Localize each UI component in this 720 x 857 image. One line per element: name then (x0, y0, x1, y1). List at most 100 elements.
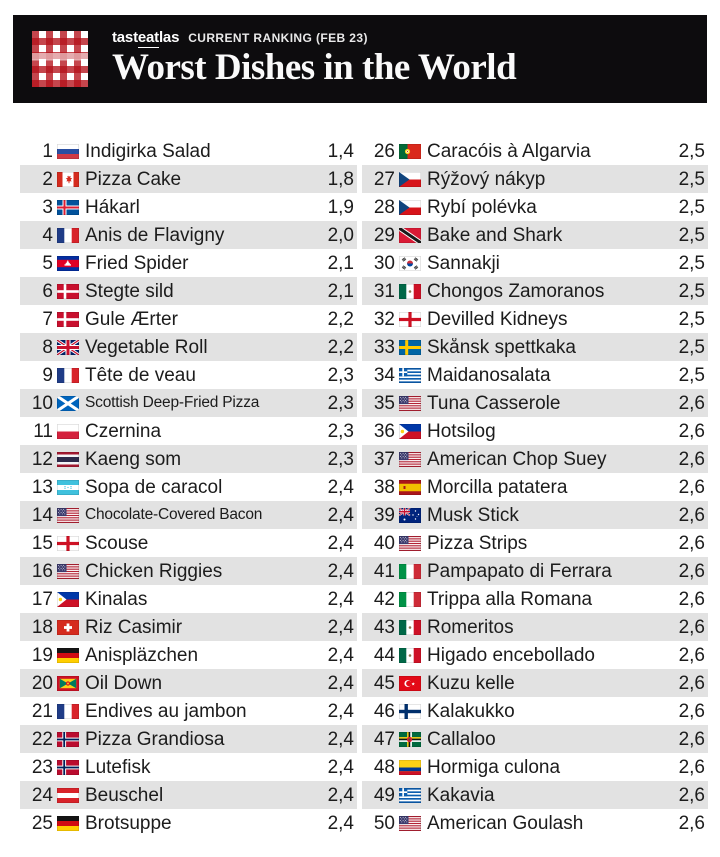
brand-pre: tast (112, 29, 138, 46)
rating-value: 2,4 (327, 672, 354, 694)
honduras-flag-icon (57, 479, 79, 495)
rank-number: 32 (373, 308, 395, 330)
rating-value: 2,5 (678, 168, 705, 190)
rating-value: 2,4 (327, 756, 354, 778)
rating-value: 2,6 (678, 644, 705, 666)
ranking-row: 6 Stegte sild 2,1 (20, 277, 357, 305)
greece-flag-icon (399, 367, 421, 383)
ranking-row: 46 Kalakukko 2,6 (362, 697, 708, 725)
ranking-row: 25 Brotsuppe 2,4 (20, 809, 357, 837)
ranking-row: 50 American Goulash 2,6 (362, 809, 708, 837)
czech-republic-flag-icon (399, 171, 421, 187)
ranking-row: 34 Maidanosalata 2,5 (362, 361, 708, 389)
dish-name: Oil Down (85, 673, 163, 693)
ranking-row: 10 Scottish Deep-Fried Pizza 2,3 (20, 389, 357, 417)
rating-value: 2,5 (678, 308, 705, 330)
dish-name: Czernina (85, 421, 162, 441)
ranking-row: 36 Hotsilog 2,6 (362, 417, 708, 445)
ranking-row: 49 Kakavia 2,6 (362, 781, 708, 809)
rating-value: 2,4 (327, 784, 354, 806)
dish-name: Pizza Grandiosa (85, 729, 225, 749)
rating-value: 2,1 (327, 280, 354, 302)
rank-number: 13 (31, 476, 53, 498)
rank-number: 38 (373, 476, 395, 498)
rating-value: 2,4 (327, 476, 354, 498)
dish-name: Vegetable Roll (85, 337, 208, 357)
rating-value: 2,6 (678, 756, 705, 778)
grenada-flag-icon (57, 675, 79, 691)
rank-number: 2 (42, 168, 53, 190)
rank-number: 6 (42, 280, 53, 302)
finland-flag-icon (399, 703, 421, 719)
ranking-row: 45 Kuzu kelle 2,6 (362, 669, 708, 697)
rating-value: 2,4 (327, 700, 354, 722)
rank-number: 45 (373, 672, 395, 694)
rank-number: 25 (31, 812, 53, 834)
rating-value: 2,6 (678, 504, 705, 526)
rank-number: 30 (373, 252, 395, 274)
ranking-row: 27 Rýžový nákyp 2,5 (362, 165, 708, 193)
ranking-row: 42 Trippa alla Romana 2,6 (362, 585, 708, 613)
ranking-row: 24 Beuschel 2,4 (20, 781, 357, 809)
brand-post: las (158, 29, 180, 46)
ranking-row: 35 Tuna Casserole 2,6 (362, 389, 708, 417)
dish-name: Beuschel (85, 785, 164, 805)
rating-value: 2,4 (327, 616, 354, 638)
rating-value: 2,4 (327, 532, 354, 554)
dish-name: Scottish Deep-Fried Pizza (85, 395, 260, 411)
ranking-row: 1 Indigirka Salad 1,4 (20, 137, 357, 165)
dish-name: Caracóis à Algarvia (427, 141, 591, 161)
dish-name: Riz Casimir (85, 617, 183, 637)
dish-name: Chongos Zamoranos (427, 281, 605, 301)
rating-value: 2,5 (678, 280, 705, 302)
trinidad-and-tobago-flag-icon (399, 227, 421, 243)
header-text-block: tasteatlas CURRENT RANKING (FEB 23) Wors… (112, 15, 699, 88)
ranking-row: 48 Hormiga culona 2,6 (362, 753, 708, 781)
ranking-row: 5 Fried Spider 2,1 (20, 249, 357, 277)
rank-number: 49 (373, 784, 395, 806)
rank-number: 34 (373, 364, 395, 386)
dish-name: Chicken Riggies (85, 561, 223, 581)
united-states-flag-icon (399, 395, 421, 411)
colombia-flag-icon (399, 759, 421, 775)
dish-name: Morcilla patatera (427, 477, 568, 497)
rank-number: 28 (373, 196, 395, 218)
rank-number: 7 (42, 308, 53, 330)
rank-number: 17 (31, 588, 53, 610)
rank-number: 31 (373, 280, 395, 302)
thailand-flag-icon (57, 451, 79, 467)
rating-value: 2,4 (327, 644, 354, 666)
ranking-row: 32 Devilled Kidneys 2,5 (362, 305, 708, 333)
rating-value: 1,8 (327, 168, 354, 190)
rank-number: 33 (373, 336, 395, 358)
rank-number: 47 (373, 728, 395, 750)
dish-name: Rýžový nákyp (427, 169, 546, 189)
united-states-flag-icon (399, 815, 421, 831)
rank-number: 43 (373, 616, 395, 638)
rating-value: 2,2 (327, 336, 354, 358)
philippines-flag-icon (57, 591, 79, 607)
rating-value: 2,2 (327, 308, 354, 330)
dish-name: Lutefisk (85, 757, 151, 777)
rating-value: 2,4 (327, 560, 354, 582)
dish-name: Hotsilog (427, 421, 496, 441)
rank-number: 20 (31, 672, 53, 694)
rating-value: 2,6 (678, 812, 705, 834)
ranking-row: 39 Musk Stick 2,6 (362, 501, 708, 529)
ranking-row: 31 Chongos Zamoranos 2,5 (362, 277, 708, 305)
ranking-column-left: 1 Indigirka Salad 1,4 2 Pizza Cake 1,8 3 Hákarl… (20, 137, 357, 837)
rank-number: 15 (31, 532, 53, 554)
ranking-label: CURRENT RANKING (FEB 23) (188, 31, 368, 45)
rating-value: 2,3 (327, 364, 354, 386)
rank-number: 40 (373, 532, 395, 554)
dish-name: Kakavia (427, 785, 495, 805)
rank-number: 36 (373, 420, 395, 442)
dish-name: Fried Spider (85, 253, 189, 273)
rank-number: 1 (42, 140, 53, 162)
rating-value: 2,6 (678, 560, 705, 582)
dish-name: Kinalas (85, 589, 148, 609)
rating-value: 2,6 (678, 728, 705, 750)
rating-value: 2,5 (678, 252, 705, 274)
dish-name: American Chop Suey (427, 449, 607, 469)
